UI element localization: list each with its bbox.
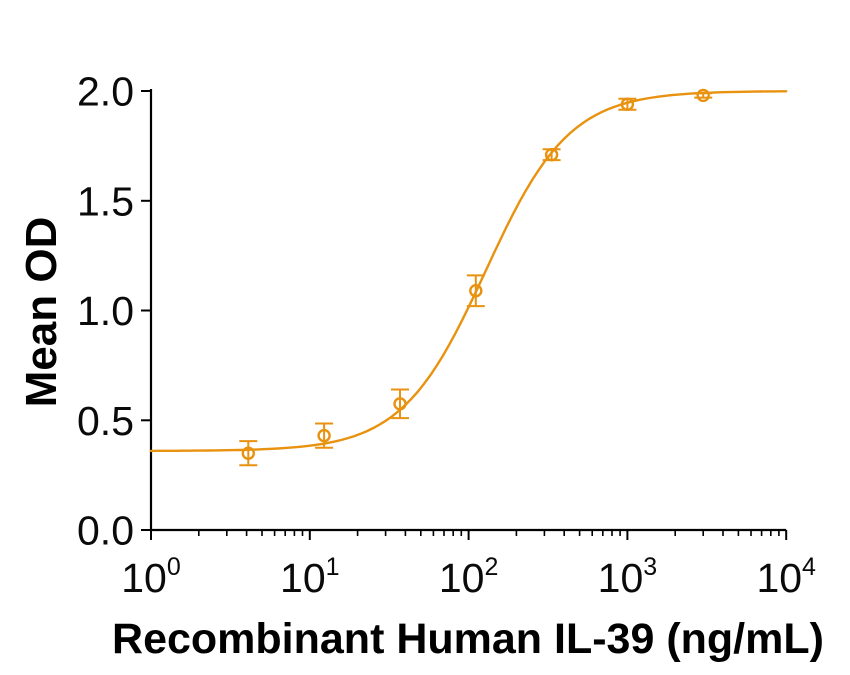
- y-tick-label: 0.5: [77, 398, 134, 444]
- data-marker: [620, 97, 635, 111]
- x-axis-title: Recombinant Human IL-39 (ng/mL): [112, 615, 824, 663]
- data-point-group: [694, 88, 713, 103]
- y-tick-label: 1.5: [77, 178, 134, 224]
- x-tick-label: 100: [121, 553, 181, 601]
- y-tick-label: 0.0: [77, 508, 134, 554]
- data-point-group: [618, 97, 637, 111]
- x-tick-label: 103: [598, 553, 658, 601]
- x-tick-label: 104: [756, 553, 816, 601]
- fit-curve: [149, 90, 788, 453]
- x-tick-label: 101: [280, 553, 340, 601]
- y-tick-label: 1.0: [77, 288, 134, 334]
- data-marker: [544, 147, 559, 162]
- data-marker: [317, 428, 331, 443]
- data-point-group: [315, 422, 334, 449]
- plot-area: 0.0 0.5 1.0 1.5 2.0 100 101 102 103 104: [77, 69, 816, 602]
- y-tick-label: 2.0: [77, 69, 134, 115]
- x-tick-label: 102: [439, 553, 499, 601]
- data-marker: [241, 446, 256, 460]
- data-point-group: [466, 274, 485, 308]
- data-point-group: [542, 147, 561, 162]
- data-marker: [469, 284, 483, 298]
- y-axis-title: Mean OD: [17, 217, 66, 408]
- data-marker: [696, 88, 710, 103]
- data-point-group: [239, 440, 258, 467]
- data-marker: [393, 397, 407, 411]
- data-point-group: [391, 388, 409, 420]
